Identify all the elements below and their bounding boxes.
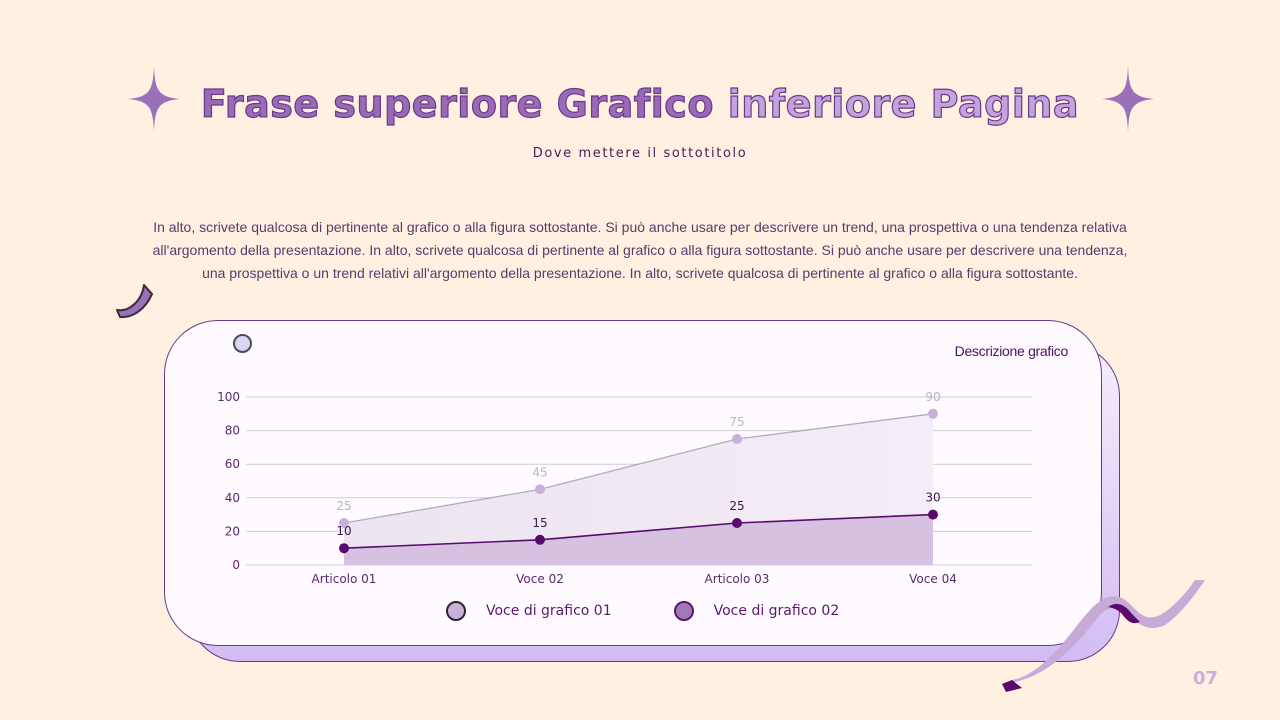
y-axis: 0 20 40 60 80 100 [217,390,240,572]
moon-icon [116,284,153,319]
legend-label: Voce di grafico 01 [486,603,612,619]
data-label: 15 [532,516,547,530]
y-tick-label: 0 [232,558,240,572]
data-label: 25 [336,499,351,513]
legend-swatch-icon [446,601,466,621]
data-point[interactable] [732,434,742,444]
data-point[interactable] [928,408,938,419]
chart-areas: 25 45 75 90 10 15 25 30 [336,390,941,565]
data-point[interactable] [535,534,545,545]
legend-swatch-icon [673,601,694,621]
data-point[interactable] [339,518,349,528]
legend-label: Voce di grafico 02 [713,603,840,619]
y-tick-label: 60 [225,457,240,471]
legend-item-series-2[interactable]: Voce di grafico 02 [673,601,840,621]
data-label: 45 [532,465,547,479]
chart-legend: Voce di grafico 01 Voce di grafico 02 [446,601,901,621]
data-label: 30 [925,491,940,505]
sparkle-icon [128,66,180,132]
title-part-1: Frase superiore Grafico [200,81,714,126]
data-label: 75 [729,415,744,429]
title-part-2: inferiore Pagina [727,81,1080,126]
chart-description: Descrizione grafico [954,343,1069,359]
y-tick-label: 100 [217,390,240,404]
subtitle: Dove mettere il sottotitolo [532,146,748,161]
data-label: 10 [336,524,351,538]
y-tick-label: 20 [225,524,240,538]
x-axis: Articolo 01 Voce 02 Articolo 03 Voce 04 [312,572,957,586]
data-point[interactable] [732,518,742,528]
page-title: Frase superiore Grafico inferiore Pagina [0,81,1280,126]
y-tick-label: 80 [225,424,240,438]
body-paragraph: In alto, scrivete qualcosa di pertinente… [152,219,1128,281]
page-number: 07 [1193,668,1219,689]
x-tick-label: Voce 02 [516,572,564,586]
x-tick-label: Articolo 01 [312,572,377,586]
legend-item-series-1[interactable]: Voce di grafico 01 [446,601,612,621]
data-label: 25 [729,499,744,513]
y-tick-label: 40 [225,491,240,505]
x-tick-label: Articolo 03 [705,572,770,586]
data-label: 90 [925,390,940,404]
data-point[interactable] [339,543,349,554]
ribbon-icon [1002,580,1205,692]
data-point[interactable] [535,484,545,495]
pin-icon [233,334,252,353]
sparkle-icon [1102,66,1154,132]
x-tick-label: Voce 04 [909,572,957,586]
data-point[interactable] [928,509,938,520]
